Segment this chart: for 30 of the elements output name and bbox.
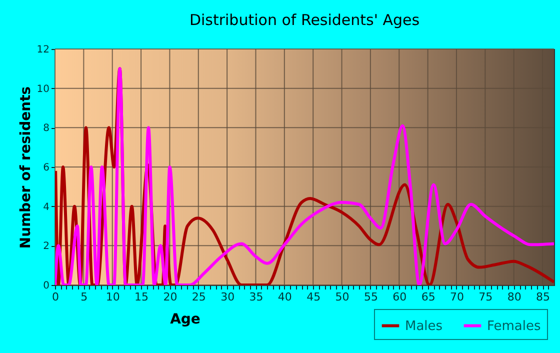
x-tick-label: 55 bbox=[364, 290, 378, 304]
x-tick-label: 30 bbox=[220, 290, 235, 304]
x-tick-label: 40 bbox=[278, 290, 292, 304]
chart-title: Distribution of Residents' Ages bbox=[189, 11, 420, 29]
x-tick-label: 70 bbox=[450, 290, 464, 304]
x-axis-title: Age bbox=[170, 312, 200, 328]
x-tick-label: 80 bbox=[507, 290, 522, 304]
x-tick-label: 35 bbox=[249, 290, 264, 304]
x-tick-label: 0 bbox=[52, 290, 59, 304]
x-tick-label: 85 bbox=[536, 290, 550, 304]
x-tick-label: 50 bbox=[335, 290, 350, 304]
legend-label: Males bbox=[405, 318, 443, 334]
x-tick-label: 45 bbox=[306, 290, 321, 304]
x-tick-label: 10 bbox=[106, 290, 120, 304]
x-tick-label: 20 bbox=[163, 290, 178, 304]
x-tick-label: 65 bbox=[421, 290, 436, 304]
y-tick-label: 10 bbox=[36, 84, 50, 95]
y-tick-label: 8 bbox=[43, 123, 50, 134]
y-tick-label: 0 bbox=[43, 280, 50, 292]
y-tick-label: 4 bbox=[43, 202, 50, 213]
legend-label: Females bbox=[487, 318, 542, 334]
x-tick-label: 5 bbox=[80, 290, 88, 304]
y-axis-title: Number of residents bbox=[18, 86, 34, 249]
x-tick-label: 25 bbox=[192, 290, 206, 304]
y-tick-label: 2 bbox=[43, 241, 50, 252]
x-tick-label: 60 bbox=[392, 290, 407, 304]
y-tick-label: 12 bbox=[36, 44, 50, 56]
x-tick-label: 75 bbox=[478, 290, 493, 304]
x-tick-label: 15 bbox=[134, 290, 149, 304]
y-tick-label: 6 bbox=[43, 162, 50, 174]
